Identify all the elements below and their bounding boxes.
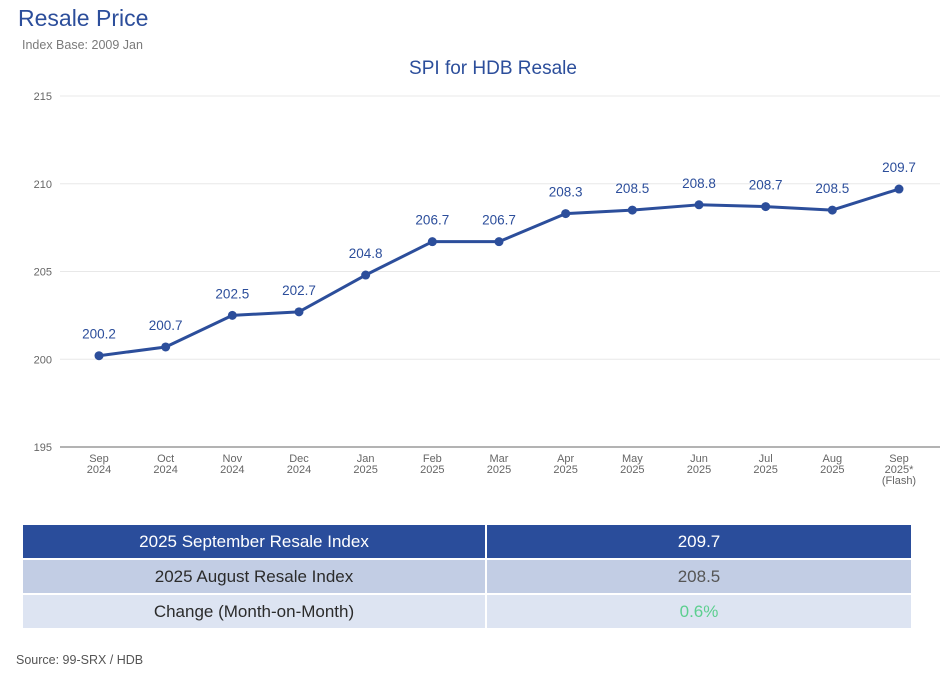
data-label: 208.8 [682, 176, 716, 191]
data-point [827, 205, 837, 215]
resale-index-table: 2025 September Resale Index 209.7 2025 A… [21, 523, 913, 630]
data-point [161, 342, 171, 352]
data-point [361, 270, 371, 280]
y-tick-label: 210 [34, 179, 52, 191]
data-label: 208.5 [615, 181, 649, 196]
chart-title: SPI for HDB Resale [409, 58, 577, 79]
table-cell-value: 209.7 [487, 525, 911, 558]
data-point [427, 237, 437, 247]
table-row: 2025 September Resale Index 209.7 [23, 525, 911, 558]
data-label: 208.5 [815, 181, 849, 196]
y-tick-label: 205 [34, 267, 52, 279]
x-tick-label: Sep 2024 [87, 453, 111, 476]
data-label: 200.2 [82, 327, 116, 342]
x-tick-label: Jul 2025 [753, 453, 777, 476]
y-tick-label: 215 [34, 91, 52, 103]
spi-line-chart: SPI for HDB Resale 195 200 205 210 215 Sep 2024… [34, 58, 940, 487]
x-tick-label: Feb 2025 [420, 453, 444, 476]
x-tick-label: Jan 2025 [353, 453, 377, 476]
x-tick-label: Jun 2025 [687, 453, 711, 476]
table-cell-value: 208.5 [487, 560, 911, 593]
page-title: Resale Price [18, 5, 149, 31]
x-tick-label: Aug 2025 [820, 453, 844, 476]
data-label: 204.8 [349, 246, 383, 261]
data-label: 206.7 [482, 213, 516, 228]
data-point [761, 202, 771, 212]
data-label: 206.7 [415, 213, 449, 228]
x-tick-label: Oct 2024 [153, 453, 177, 476]
x-tick-label: Sep 2025* (Flash) [882, 453, 916, 487]
data-label: 208.7 [749, 178, 783, 193]
x-tick-label: May 2025 [620, 453, 644, 476]
data-label: 209.7 [882, 160, 916, 175]
table-cell-label: 2025 September Resale Index [23, 525, 485, 558]
data-point [694, 200, 704, 210]
data-label: 208.3 [549, 185, 583, 200]
x-tick-label: Nov 2024 [220, 453, 244, 476]
data-point [494, 237, 504, 247]
data-point [627, 205, 637, 215]
table-cell-label: Change (Month-on-Month) [23, 595, 485, 628]
x-tick-label: Mar 2025 [487, 453, 511, 476]
data-point [561, 209, 571, 219]
index-base-subtitle: Index Base: 2009 Jan [22, 38, 143, 52]
table-cell-change-value: 0.6% [487, 595, 911, 628]
y-tick-label: 200 [34, 354, 52, 366]
data-label: 202.5 [215, 286, 249, 301]
x-tick-label: Apr 2025 [553, 453, 577, 476]
table-cell-label: 2025 August Resale Index [23, 560, 485, 593]
table-row: Change (Month-on-Month) 0.6% [23, 595, 911, 628]
data-point [227, 310, 237, 320]
x-tick-label: Dec 2024 [287, 453, 311, 476]
table-row: 2025 August Resale Index 208.5 [23, 560, 911, 593]
source-note: Source: 99-SRX / HDB [16, 653, 144, 667]
data-point [294, 307, 304, 317]
data-point [894, 184, 904, 194]
data-point [94, 351, 104, 361]
data-label: 202.7 [282, 283, 316, 298]
data-label: 200.7 [149, 318, 183, 333]
y-tick-label: 195 [34, 442, 52, 454]
